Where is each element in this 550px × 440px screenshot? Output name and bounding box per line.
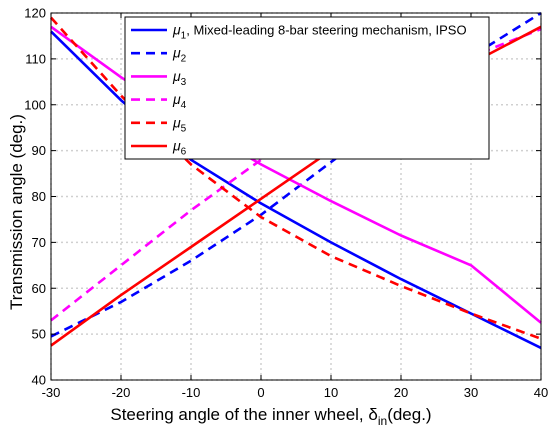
legend-entry-mu1: μ1, Mixed-leading 8-bar steering mechani… [172,22,467,42]
x-axis-ticks: -30 -20 -10 0 10 20 30 40 [42,13,548,400]
y-tick-label: 80 [32,189,46,204]
y-tick-label: 90 [32,143,46,158]
y-tick-label: 40 [32,373,46,388]
x-tick-label: 40 [534,385,548,400]
y-axis-label: Transmission angle (deg.) [7,114,26,310]
y-tick-label: 100 [24,97,46,112]
x-tick-label: 30 [464,385,478,400]
x-tick-label: 20 [394,385,408,400]
y-tick-label: 50 [32,327,46,342]
x-tick-label: 10 [324,385,338,400]
legend-entry-mu4: μ4 [172,91,187,111]
x-tick-label: -10 [182,385,201,400]
x-tick-label: -20 [112,385,131,400]
series-line-mu2 [50,11,542,338]
legend-entry-mu3: μ3 [172,68,187,88]
legend: μ1, Mixed-leading 8-bar steering mechani… [124,16,490,160]
legend-entry-mu5: μ5 [172,114,187,134]
y-tick-label: 120 [24,6,46,21]
x-tick-label: -30 [42,385,61,400]
legend-entry-mu6: μ6 [172,138,187,158]
y-tick-label: 70 [32,235,46,250]
y-tick-label: 110 [25,51,46,66]
y-tick-label: 60 [32,281,46,296]
x-tick-label: 0 [257,385,264,400]
y-axis-ticks: 40 50 60 70 80 90 100 110 120 [24,6,541,388]
legend-entry-mu2: μ2 [172,45,187,65]
legend-box [124,16,490,160]
x-axis-label: Steering angle of the inner wheel, δin(d… [110,405,431,428]
